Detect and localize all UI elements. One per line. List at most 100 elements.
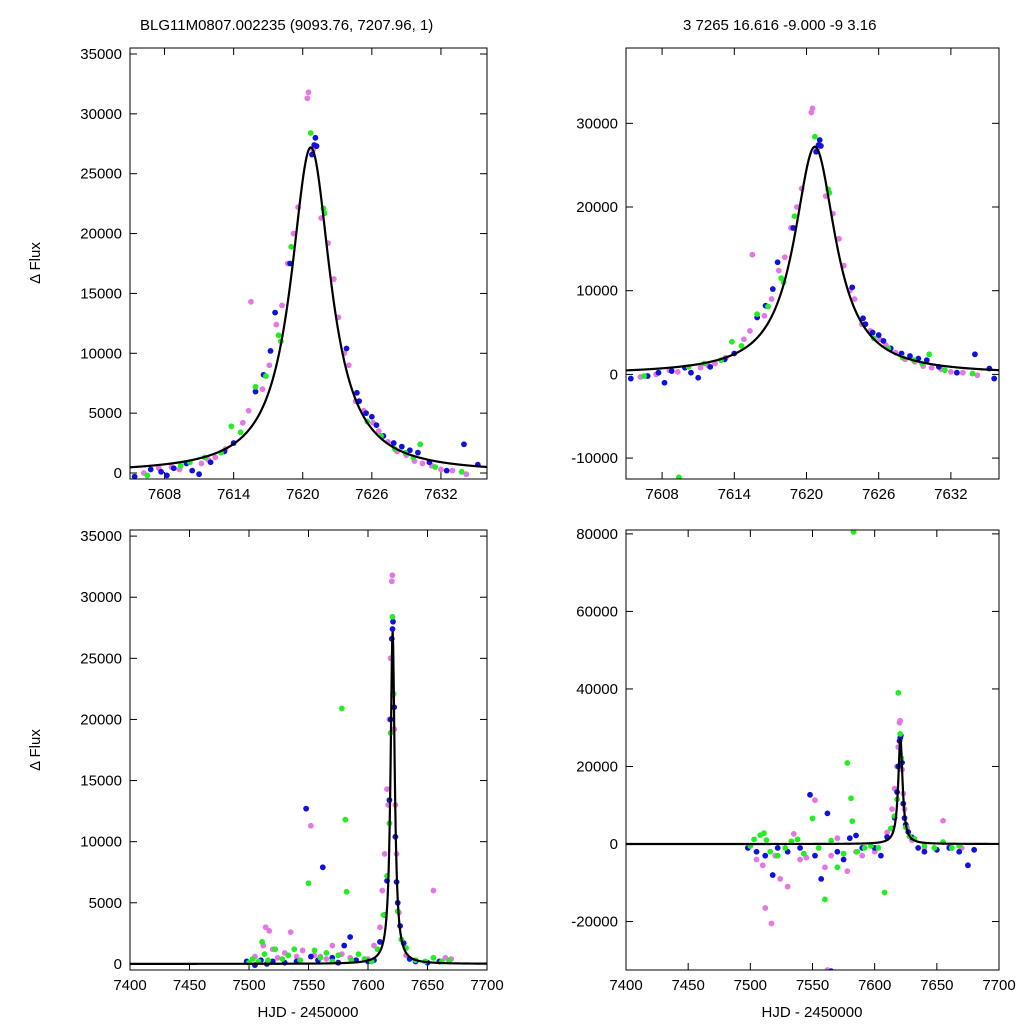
data-point-series-2	[458, 468, 465, 475]
data-point-series-1	[812, 852, 818, 859]
x-tick-label: 7450	[173, 977, 206, 994]
data-point-series-1	[363, 410, 369, 417]
x-tick-label: 7600	[351, 977, 384, 994]
x-tick-label: 7700	[982, 977, 1015, 994]
data-point-series-1	[461, 441, 467, 448]
data-point-series-1	[774, 844, 781, 851]
data-point-series-2	[822, 896, 828, 903]
model-curve	[130, 146, 487, 469]
y-tick-label: 30000	[576, 115, 618, 132]
data-point-series-0	[768, 920, 775, 927]
data-point-series-1	[956, 848, 963, 855]
data-point-series-0	[307, 822, 314, 829]
data-point-series-0	[389, 572, 396, 579]
data-point-series-2	[794, 836, 801, 843]
data-point-series-2	[782, 844, 789, 851]
data-point-series-0	[741, 336, 747, 343]
data-point-series-1	[790, 225, 797, 231]
x-tick-label: 7400	[609, 977, 642, 994]
y-tick-label: 60000	[576, 603, 618, 620]
data-point-series-1	[875, 332, 882, 338]
data-point-series-2	[389, 613, 396, 620]
data-point-series-1	[834, 848, 841, 855]
data-point-series-2	[177, 462, 184, 469]
data-point-series-1	[818, 143, 824, 149]
y-tick-label: 20000	[576, 758, 618, 775]
data-point-series-1	[991, 375, 998, 382]
data-point-series-1	[953, 369, 960, 376]
data-point-series-2	[380, 912, 387, 918]
data-point-series-2	[840, 850, 847, 857]
data-point-series-1	[915, 844, 922, 851]
data-point-series-0	[245, 407, 252, 414]
data-point-series-0	[419, 460, 426, 467]
data-point-series-1	[849, 284, 856, 291]
data-point-series-1	[816, 137, 823, 143]
data-point-series-2	[317, 954, 324, 961]
data-point-series-2	[761, 830, 767, 837]
panel-0-ylabel: Δ Flux	[27, 242, 44, 284]
data-point-series-0	[824, 967, 831, 970]
x-tick-label: 7500	[232, 977, 265, 994]
data-point-series-0	[761, 312, 768, 319]
data-point-series-1	[163, 472, 170, 479]
x-tick-label: 7600	[858, 977, 891, 994]
data-point-series-2	[291, 946, 298, 953]
data-point-series-2	[252, 383, 259, 390]
data-point-series-2	[342, 816, 349, 823]
data-point-series-1	[443, 467, 450, 474]
plot-frame	[625, 529, 1000, 971]
y-tick-label: 0	[114, 956, 122, 973]
data-point-series-2	[430, 954, 437, 961]
y-tick-label: 25000	[80, 166, 122, 183]
x-tick-label: 7626	[862, 486, 895, 503]
data-point-series-1	[846, 835, 853, 842]
x-tick-label: 7550	[292, 977, 325, 994]
data-point-series-0	[345, 362, 352, 369]
data-point-series-2	[144, 472, 151, 479]
data-point-series-2	[323, 949, 330, 956]
data-point-series-1	[824, 810, 831, 817]
model-curve	[626, 738, 999, 846]
data-point-series-0	[449, 467, 456, 474]
model-curve	[130, 631, 487, 965]
data-point-series-2	[765, 303, 771, 310]
data-point-series-1	[353, 389, 360, 396]
data-point-series-1	[307, 953, 314, 960]
data-point-series-0	[940, 817, 946, 824]
y-tick-label: -10000	[571, 450, 618, 467]
y-tick-label: 30000	[80, 106, 122, 123]
data-point-series-2	[895, 689, 902, 696]
data-point-series-2	[969, 370, 976, 377]
data-point-series-2	[311, 947, 318, 954]
data-point-series-0	[259, 386, 266, 393]
data-point-series-0	[388, 578, 395, 585]
x-tick-label: 7614	[718, 486, 751, 503]
data-point-series-2	[931, 844, 938, 851]
data-point-series-1	[398, 443, 405, 450]
header-right-text: 3 7265 16.616 -9.000 -9 3.16	[683, 17, 877, 34]
data-point-series-1	[196, 471, 203, 478]
data-point-series-1	[390, 618, 396, 625]
data-point-series-0	[859, 852, 866, 859]
x-tick-label: 7500	[734, 977, 767, 994]
header-left-text: BLG11M0807.002235 (9093.76, 7207.96, 1)	[140, 17, 433, 34]
data-point-series-1	[373, 422, 380, 429]
data-point-series-1	[207, 459, 214, 466]
data-point-series-1	[312, 134, 319, 141]
data-point-series-2	[297, 957, 304, 964]
data-point-series-0	[884, 829, 890, 836]
x-tick-label: 7632	[424, 486, 457, 503]
data-point-series-0	[947, 368, 954, 375]
data-point-series-0	[266, 927, 273, 934]
data-point-series-1	[753, 848, 760, 855]
data-point-series-0	[305, 89, 312, 96]
y-tick-label: 35000	[80, 46, 122, 63]
y-tick-label: 0	[610, 836, 618, 853]
data-point-series-1	[390, 440, 397, 446]
data-point-series-1	[877, 852, 884, 859]
data-point-series-0	[960, 369, 966, 376]
data-point-series-1	[869, 329, 876, 336]
data-point-series-1	[860, 315, 866, 322]
